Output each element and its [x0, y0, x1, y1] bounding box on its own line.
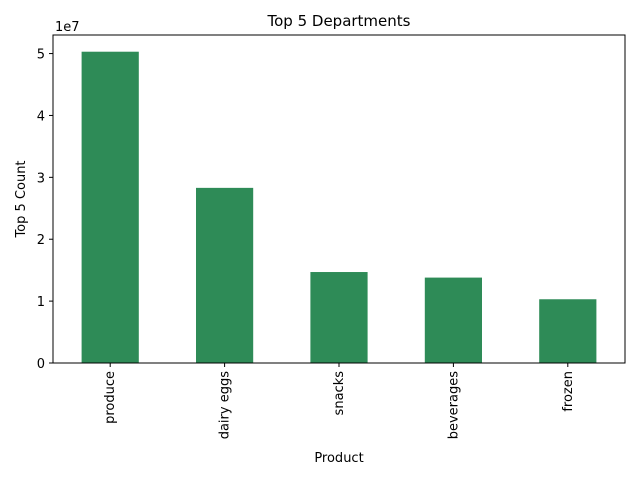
chart-title: Top 5 Departments: [267, 12, 411, 30]
bar-frozen: [539, 299, 597, 363]
y-axis-title: Top 5 Count: [14, 160, 29, 238]
y-tick-label: 0: [37, 357, 45, 372]
x-tick-label: produce: [103, 371, 118, 424]
bar-snacks: [310, 272, 368, 363]
x-tick-label: dairy eggs: [218, 371, 233, 440]
y-tick-label: 4: [37, 109, 45, 124]
x-tick-label: beverages: [446, 371, 461, 440]
ticks-group: produce dairy eggs snacks beverages frozen 0 1…: [37, 48, 576, 440]
bar-dairy-eggs: [196, 187, 254, 363]
y-tick-label: 2: [37, 233, 45, 248]
y-tick-label: 1: [37, 295, 45, 310]
x-axis-title: Product: [314, 451, 363, 466]
y-axis-offset-label: 1e7: [55, 20, 80, 35]
plot-frame: [52, 34, 626, 364]
bars-group: [81, 51, 597, 363]
x-tick-label: snacks: [332, 371, 347, 416]
x-tick-label: frozen: [561, 371, 576, 412]
bar-beverages: [424, 277, 482, 363]
y-tick-label: 3: [37, 171, 45, 186]
y-tick-label: 5: [37, 48, 45, 63]
bar-produce: [81, 51, 139, 363]
